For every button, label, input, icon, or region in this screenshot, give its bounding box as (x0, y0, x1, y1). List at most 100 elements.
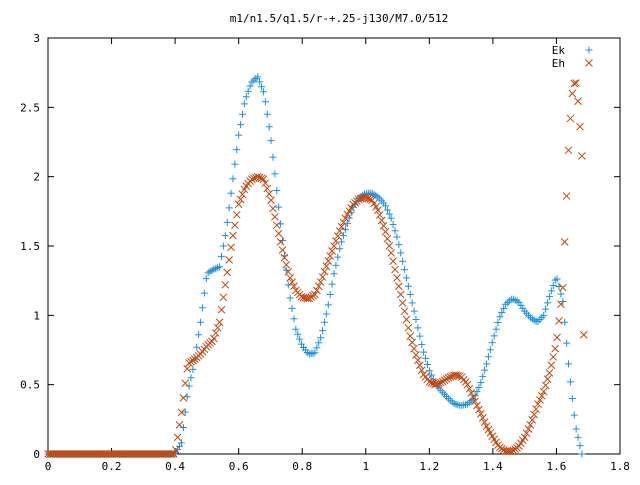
data-point-eh (522, 429, 531, 438)
data-point-eh (476, 409, 485, 418)
data-point-eh (150, 450, 159, 458)
data-point-eh (406, 332, 415, 340)
data-point-ek (500, 304, 508, 312)
data-point-eh (126, 450, 134, 458)
data-point-eh (51, 450, 60, 458)
data-point-eh (267, 196, 275, 205)
y-tick-label: 3 (33, 32, 40, 45)
data-point-ek (395, 241, 403, 249)
data-point-eh (152, 450, 161, 458)
data-point-ek (401, 266, 409, 274)
data-point-eh (318, 273, 327, 281)
data-point-ek (393, 233, 401, 241)
y-tick-label: 1 (33, 309, 40, 322)
data-point-ek (553, 275, 561, 283)
data-point-ek (219, 242, 227, 250)
data-point-ek (412, 315, 420, 323)
data-point-eh (282, 260, 291, 269)
data-point-ek (420, 348, 428, 356)
data-point-eh (555, 317, 563, 325)
data-point-eh (578, 152, 586, 160)
data-point-eh (528, 416, 537, 424)
data-point-eh (385, 242, 394, 250)
x-tick-label: 0.6 (229, 460, 249, 473)
data-point-ek (490, 332, 498, 340)
data-point-ek (221, 232, 229, 240)
data-point-ek (238, 110, 246, 118)
data-point-eh (44, 450, 52, 458)
data-point-eh (129, 450, 138, 458)
data-point-eh (141, 450, 150, 458)
data-point-ek (340, 232, 348, 240)
data-point-eh (446, 373, 455, 381)
data-point-eh (394, 282, 403, 291)
data-point-ek (275, 203, 283, 211)
data-point-eh (545, 369, 554, 377)
data-point-eh (536, 396, 544, 404)
data-point-ek (481, 366, 489, 374)
data-point-eh (463, 380, 472, 389)
data-point-ek (330, 270, 338, 278)
data-point-ek (198, 304, 206, 312)
data-point-eh (46, 450, 54, 458)
data-point-eh (116, 450, 125, 458)
x-tick-label: 1.4 (483, 460, 503, 473)
data-point-eh (171, 445, 180, 454)
data-point-eh (332, 237, 340, 245)
data-point-eh (557, 300, 565, 309)
data-point-eh (362, 193, 371, 202)
data-point-eh (82, 450, 90, 458)
data-point-ek (259, 88, 267, 96)
data-point-eh (579, 330, 588, 339)
x-tick-label: 0.4 (165, 460, 185, 473)
data-point-eh (68, 450, 77, 458)
data-point-ek (483, 360, 491, 368)
data-point-eh (114, 450, 123, 458)
data-point-eh (158, 450, 167, 458)
data-point-ek (566, 378, 574, 386)
data-point-eh (288, 278, 296, 286)
data-point-ek (244, 87, 252, 95)
data-point-eh (391, 265, 399, 274)
data-point-eh (543, 375, 552, 383)
data-point-eh (537, 391, 546, 400)
data-point-ek (326, 291, 334, 299)
data-point-eh (377, 216, 386, 225)
data-point-eh (284, 267, 293, 276)
data-point-eh (541, 381, 550, 390)
data-point-ek (235, 131, 243, 139)
data-point-eh (507, 447, 516, 456)
data-point-eh (122, 450, 131, 458)
data-point-eh (217, 305, 226, 314)
data-point-ek (488, 339, 496, 347)
data-point-ek (254, 73, 262, 81)
data-point-eh (181, 379, 190, 388)
data-point-ek (288, 304, 296, 312)
data-point-eh (225, 256, 233, 264)
data-point-ek (389, 221, 397, 229)
data-point-ek (404, 282, 412, 290)
data-point-eh (314, 282, 323, 291)
legend-label-ek: Ek (552, 44, 566, 57)
data-point-eh (65, 450, 73, 458)
data-point-ek (258, 83, 266, 91)
data-point-ek (246, 82, 254, 90)
data-point-eh (396, 290, 405, 299)
data-point-eh (89, 450, 98, 458)
data-point-ek (410, 307, 418, 315)
data-point-eh (558, 283, 567, 292)
data-point-ek (294, 330, 302, 338)
data-point-ek (565, 360, 573, 368)
data-point-eh (404, 323, 413, 332)
data-point-ek (189, 365, 197, 373)
data-point-eh (229, 231, 237, 240)
data-point-eh (135, 450, 144, 458)
data-point-eh (475, 405, 483, 414)
data-point-eh (410, 344, 418, 353)
data-point-eh (139, 450, 148, 458)
data-point-ek (418, 340, 426, 348)
data-point-eh (74, 450, 83, 458)
data-point-ek (197, 318, 205, 326)
data-point-eh (84, 450, 92, 458)
